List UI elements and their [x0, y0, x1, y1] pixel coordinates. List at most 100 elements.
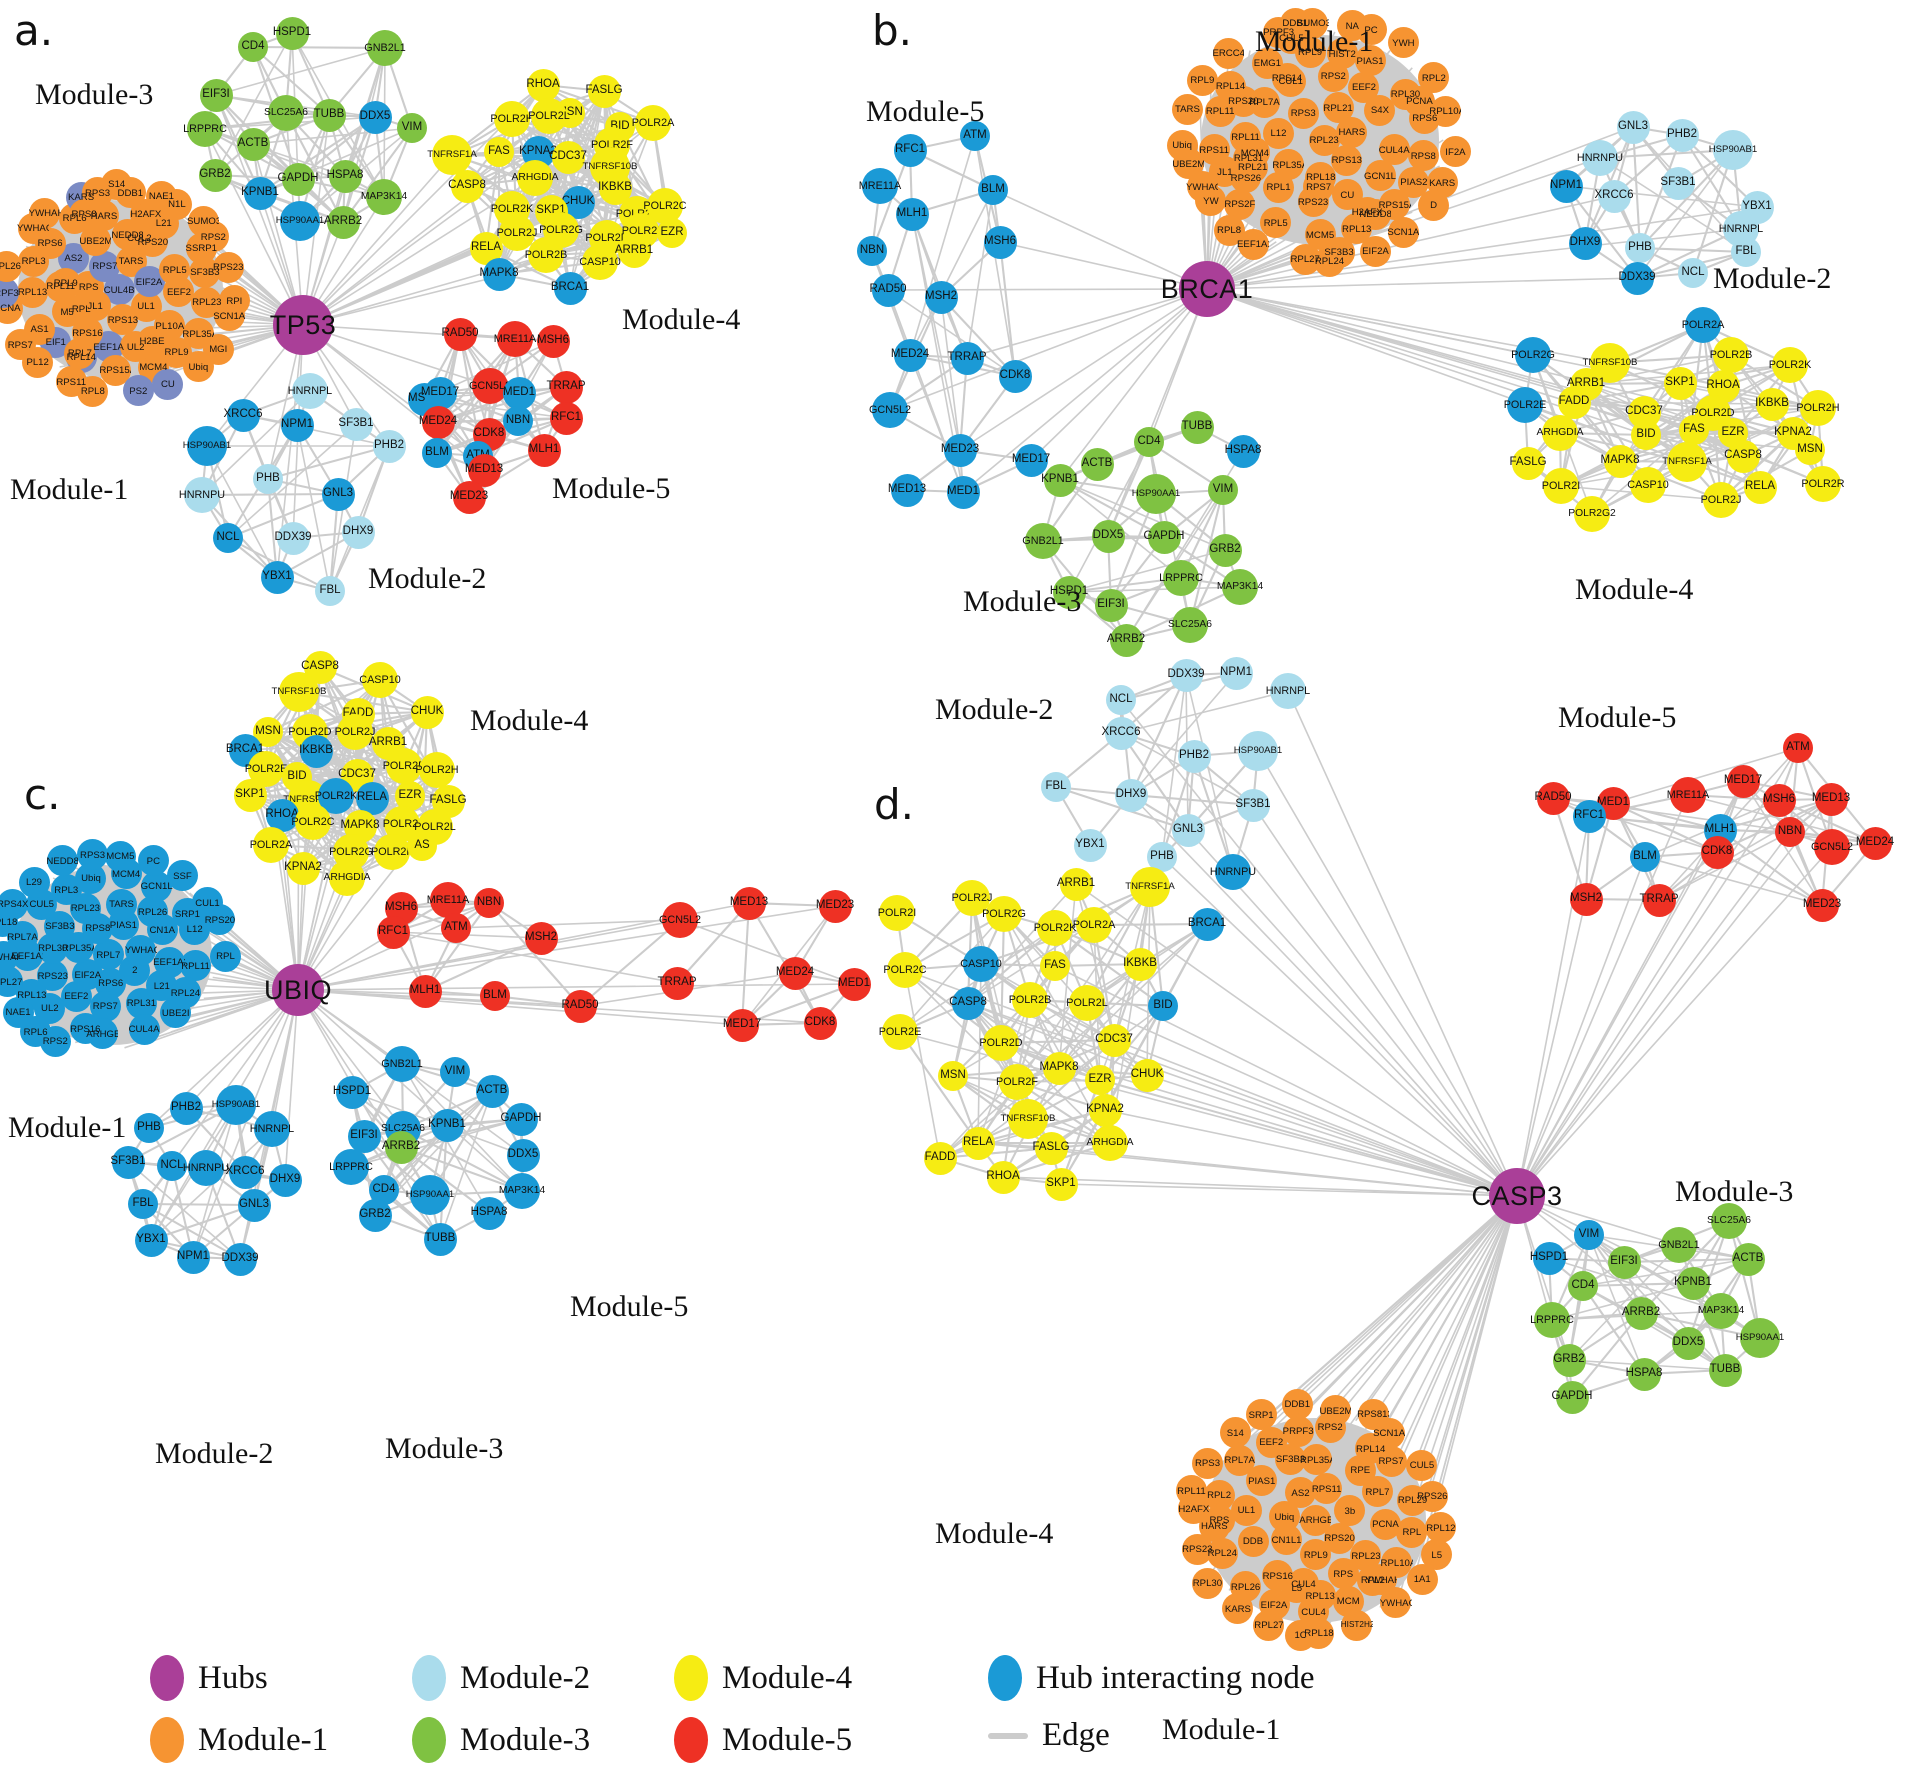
network-node-mre11a[interactable]: MRE11A: [1667, 777, 1709, 813]
cluster-node-rpl1[interactable]: [1263, 171, 1295, 203]
cluster-node-hars[interactable]: [1336, 116, 1368, 148]
network-node-polr2e[interactable]: POLR2E: [879, 1014, 921, 1050]
network-node-ddx39[interactable]: DDX39: [1167, 658, 1205, 692]
hub-node-casp3[interactable]: CASP3: [1471, 1168, 1562, 1224]
cluster-node-rps13[interactable]: [1331, 144, 1363, 176]
cluster-node-scn1a[interactable]: [1387, 216, 1419, 248]
cluster-node-cul2[interactable]: [123, 222, 155, 254]
cluster-node-rps8[interactable]: [68, 198, 100, 230]
network-node-hnrnpu[interactable]: HNRNPU: [1210, 854, 1256, 890]
network-node-fbl[interactable]: FBL: [1041, 772, 1071, 802]
cluster-node-hist2[interactable]: [1326, 38, 1358, 70]
network-node-brca1[interactable]: BRCA1: [1188, 907, 1226, 941]
network-node-gapdh[interactable]: GAPDH: [1552, 1380, 1592, 1414]
network-node-trrap[interactable]: TRRAP: [1640, 883, 1679, 917]
network-node-polr2a[interactable]: POLR2A: [1073, 907, 1115, 943]
cluster-node-l12[interactable]: [1262, 117, 1294, 149]
cluster-node-cul5[interactable]: [1275, 22, 1307, 54]
network-node-med13[interactable]: MED13: [1812, 782, 1850, 816]
network-node-hsp90aa1[interactable]: HSP90AA1: [1736, 1318, 1784, 1358]
network-node-bid[interactable]: BID: [1148, 991, 1178, 1021]
cluster-node-pias1[interactable]: [1354, 45, 1386, 77]
network-node-gcn5l2[interactable]: GCN5L2: [1811, 829, 1853, 865]
network-node-ybx1[interactable]: YBX1: [1073, 828, 1107, 862]
network-node-cdc37[interactable]: CDC37: [1095, 1023, 1133, 1057]
network-node-ncl[interactable]: NCL: [1106, 685, 1136, 715]
network-node-chuk[interactable]: CHUK: [1130, 1058, 1164, 1092]
network-node-polr2f[interactable]: POLR2F: [996, 1064, 1038, 1100]
network-node-phb2[interactable]: PHB2: [1177, 739, 1211, 773]
cluster-node-prpf3[interactable]: [0, 277, 19, 309]
network-node-hspa8[interactable]: HSPA8: [1626, 1357, 1662, 1391]
network-node-sf3b1[interactable]: SF3B1: [1235, 788, 1271, 822]
network-node-polr2i[interactable]: POLR2I: [878, 895, 916, 931]
cluster-node-pcna[interactable]: [1403, 85, 1435, 117]
cluster-node-sf3b3[interactable]: [1323, 236, 1355, 268]
cluster-node-cul4a[interactable]: [1378, 134, 1410, 166]
cluster-node-tars[interactable]: [1171, 93, 1203, 125]
network-node-npm1[interactable]: NPM1: [1219, 656, 1253, 690]
cluster-node-rpl5[interactable]: [1260, 207, 1292, 239]
network-node-lrpprc[interactable]: LRPPRC: [1530, 1302, 1574, 1338]
cluster-node-rpl9[interactable]: [50, 267, 82, 299]
network-node-rhoa[interactable]: RHOA: [986, 1160, 1020, 1194]
network-node-med17[interactable]: MED17: [1724, 764, 1762, 798]
network-node-casp10[interactable]: CASP10: [960, 946, 1002, 982]
network-node-ddx5[interactable]: DDX5: [1671, 1326, 1705, 1360]
network-node-hspd1[interactable]: HSPD1: [1530, 1241, 1568, 1275]
network-node-eif3i[interactable]: EIF3I: [1607, 1245, 1641, 1279]
network-node-hsp90ab1[interactable]: HSP90AB1: [1234, 731, 1282, 771]
cluster-node-rps2[interactable]: [197, 221, 229, 253]
cluster-node-rps7[interactable]: [4, 329, 36, 361]
cluster-node-rpl[interactable]: [65, 293, 97, 325]
network-node-mapk8[interactable]: MAPK8: [1040, 1051, 1079, 1085]
cluster-node-rps8[interactable]: [1407, 140, 1439, 172]
cluster-node-d[interactable]: [1418, 189, 1450, 221]
network-node-polr2j[interactable]: POLR2J: [952, 880, 992, 916]
network-node-xrcc6[interactable]: XRCC6: [1102, 716, 1141, 750]
network-node-skp1[interactable]: SKP1: [1044, 1167, 1078, 1201]
cluster-node-s14[interactable]: [101, 168, 133, 200]
network-node-hnrnpl[interactable]: HNRNPL: [1266, 673, 1310, 709]
cluster-node-ercc4[interactable]: [1212, 37, 1244, 69]
cluster-node-cu[interactable]: [152, 368, 184, 400]
network-node-arhgdia[interactable]: ARHGDIA: [1087, 1125, 1133, 1161]
cluster-node-ubiq[interactable]: [182, 351, 214, 382]
network-node-tubb[interactable]: TUBB: [1708, 1353, 1742, 1387]
network-node-faslg[interactable]: FASLG: [1032, 1131, 1070, 1165]
network-node-actb[interactable]: ACTB: [1731, 1242, 1765, 1276]
network-node-cdk8[interactable]: CDK8: [1700, 835, 1734, 869]
network-node-tnfrsf10b[interactable]: TNFRSF10B: [1001, 1099, 1055, 1139]
cluster-node-rps23[interactable]: [212, 251, 244, 283]
cluster-node-rps7[interactable]: [1303, 171, 1335, 203]
network-node-blm[interactable]: BLM: [1630, 842, 1660, 872]
cluster-node-if2a[interactable]: [1439, 136, 1471, 168]
cluster-node-cul1[interactable]: [1275, 65, 1307, 97]
network-node-kpnb1[interactable]: KPNB1: [1674, 1266, 1712, 1300]
cluster-node-rpl7[interactable]: [64, 337, 96, 369]
network-node-gnb2l1[interactable]: GNB2L1: [1658, 1227, 1700, 1263]
cluster-node-n1l[interactable]: [161, 188, 193, 220]
network-node-polr2c[interactable]: POLR2C: [883, 952, 927, 988]
network-node-rela[interactable]: RELA: [961, 1126, 995, 1160]
cluster-node-h2afx[interactable]: [1351, 196, 1383, 228]
cluster-node-ubiq[interactable]: [1166, 129, 1198, 161]
network-node-med24[interactable]: MED24: [1856, 826, 1894, 860]
cluster-node-rps20[interactable]: [1227, 85, 1259, 117]
network-node-ikbkb[interactable]: IKBKB: [1123, 947, 1157, 981]
network-node-dhx9[interactable]: DHX9: [1114, 778, 1148, 812]
cluster-node-rpl13[interactable]: [17, 276, 48, 308]
network-node-msh6[interactable]: MSH6: [1762, 783, 1796, 817]
cluster-node-rps11[interactable]: [1198, 134, 1230, 166]
network-node-arrb2[interactable]: ARRB2: [1622, 1296, 1660, 1330]
network-node-fas[interactable]: FAS: [1040, 951, 1070, 981]
cluster-node-ps2[interactable]: [122, 375, 154, 407]
network-node-nbn[interactable]: NBN: [1775, 817, 1805, 847]
network-node-polr2g[interactable]: POLR2G: [982, 896, 1026, 932]
cluster-node-rpl27[interactable]: [1289, 243, 1321, 275]
network-node-vim[interactable]: VIM: [1574, 1220, 1604, 1250]
cluster-node-rps13[interactable]: [107, 304, 139, 336]
cluster-node-rpl9[interactable]: [1186, 64, 1218, 96]
cluster-node-rps2f[interactable]: [1224, 188, 1256, 220]
cluster-node-rps3[interactable]: [1287, 97, 1319, 129]
